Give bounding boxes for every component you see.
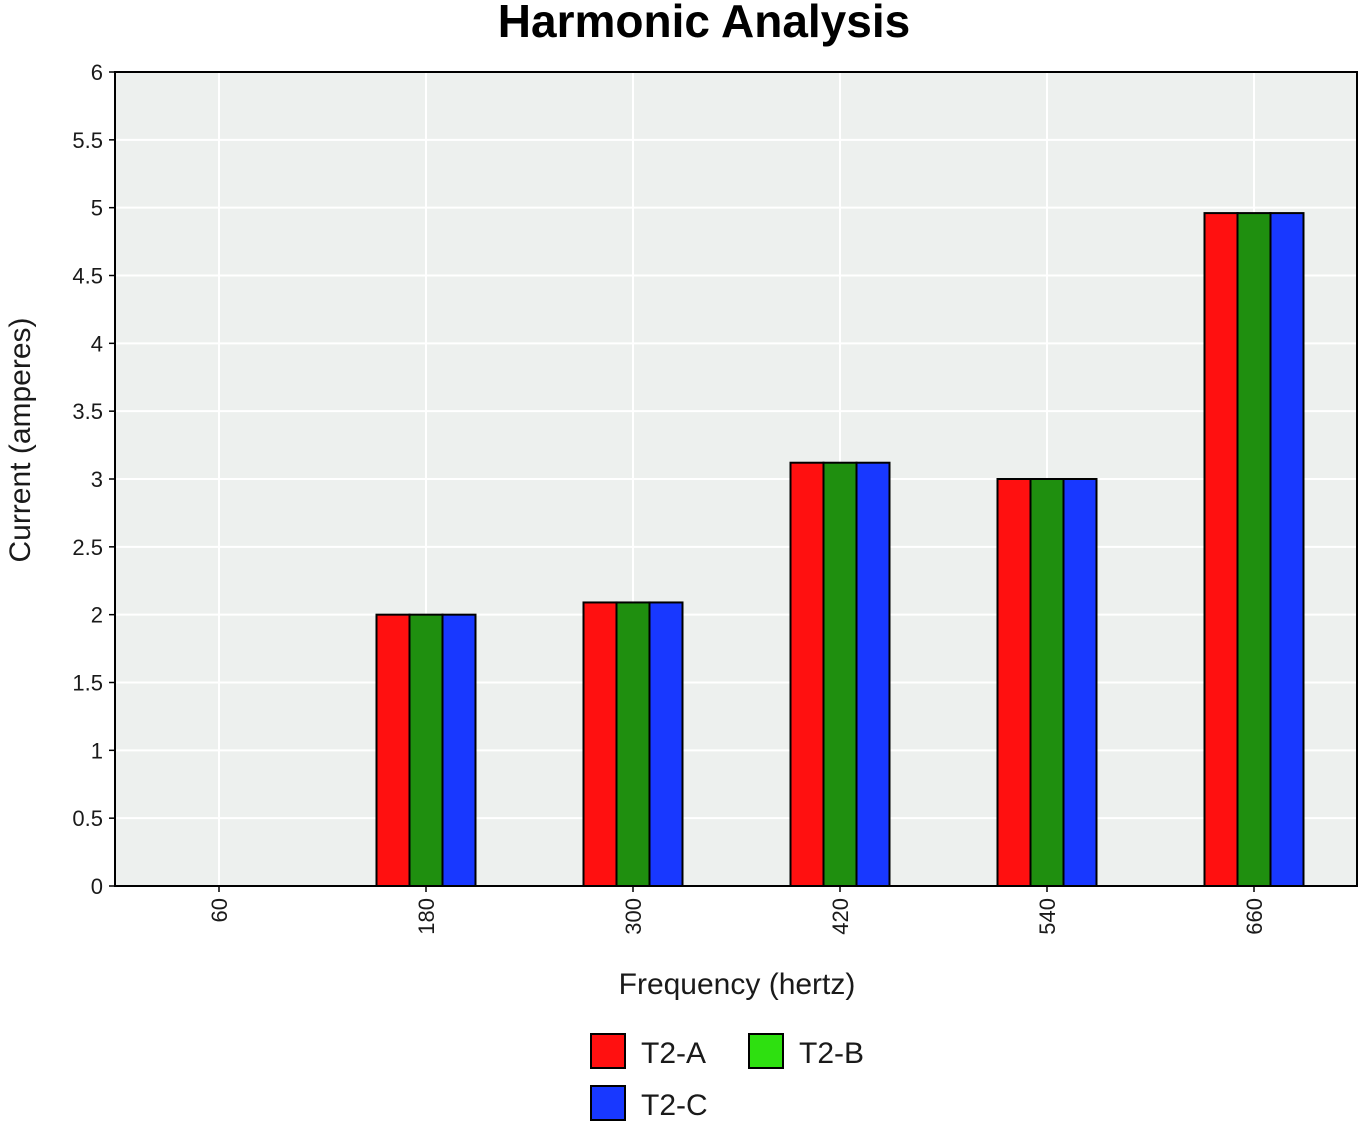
y-tick-label: 1.5 <box>72 671 103 696</box>
legend-swatch-t2-b <box>748 1033 784 1069</box>
legend-label-t2-a: T2-A <box>641 1037 706 1070</box>
x-tick-label: 60 <box>207 898 232 922</box>
y-tick-label: 1 <box>91 738 103 763</box>
bar-t2-c-180 <box>441 613 477 888</box>
bar-t2-a-300 <box>582 601 618 887</box>
x-tick-label: 420 <box>828 898 853 935</box>
bar-t2-a-540 <box>996 478 1032 887</box>
bar-t2-c-300 <box>648 601 684 887</box>
x-tick-label: 660 <box>1242 898 1267 935</box>
bar-t2-a-180 <box>375 613 411 888</box>
bar-t2-b-660 <box>1236 212 1272 888</box>
y-tick-label: 4.5 <box>72 264 103 289</box>
y-tick-label: 0.5 <box>72 806 103 831</box>
x-axis-ticks: 60 180 300 420 540 660 <box>207 886 1267 935</box>
chart-title: Harmonic Analysis <box>497 0 911 47</box>
bar-t2-c-420 <box>855 461 891 887</box>
y-tick-label: 5.5 <box>72 128 103 153</box>
y-tick-label: 5 <box>91 196 103 221</box>
legend-swatch-t2-a <box>590 1033 626 1069</box>
bar-t2-a-420 <box>789 461 825 887</box>
y-tick-label: 6 <box>91 60 103 85</box>
y-tick-label: 4 <box>91 331 103 356</box>
legend-swatch-t2-c <box>590 1085 626 1121</box>
x-tick-label: 300 <box>621 898 646 935</box>
y-tick-label: 3 <box>91 467 103 492</box>
bars <box>375 212 1305 888</box>
x-tick-label: 540 <box>1035 898 1060 935</box>
bar-t2-b-420 <box>822 461 858 887</box>
bar-t2-b-180 <box>408 613 444 888</box>
y-tick-label: 0 <box>91 874 103 899</box>
bar-t2-a-660 <box>1203 212 1239 888</box>
bar-t2-c-540 <box>1062 478 1098 887</box>
y-tick-label: 2.5 <box>72 535 103 560</box>
bar-t2-b-300 <box>615 601 651 887</box>
x-axis-title: Frequency (hertz) <box>619 968 856 1001</box>
bar-t2-b-540 <box>1029 478 1065 887</box>
legend-label-t2-b: T2-B <box>799 1037 864 1070</box>
y-axis-ticks: 0 0.5 1 1.5 2 2.5 3 3.5 4 4.5 5 5.5 6 <box>72 60 115 899</box>
x-tick-label: 180 <box>414 898 439 935</box>
y-tick-label: 2 <box>91 603 103 628</box>
y-axis-title: Current (amperes) <box>4 317 37 562</box>
bar-t2-c-660 <box>1269 212 1305 888</box>
y-tick-label: 3.5 <box>72 399 103 424</box>
legend-label-t2-c: T2-C <box>641 1089 708 1121</box>
legend: T2-A T2-B T2-C <box>590 1033 864 1121</box>
